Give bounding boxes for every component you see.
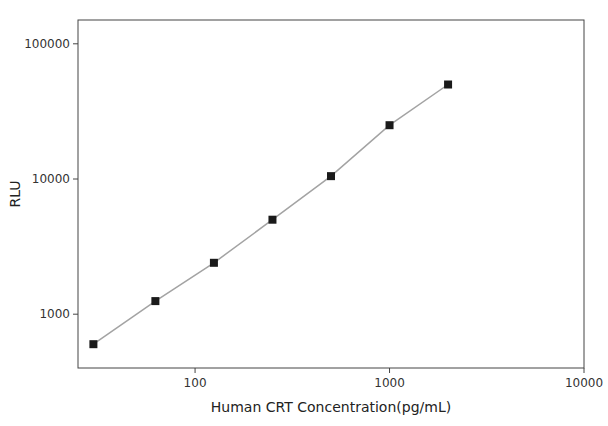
data-point bbox=[444, 81, 452, 89]
data-point bbox=[386, 121, 394, 129]
x-tick-label: 10000 bbox=[565, 376, 603, 390]
x-tick bbox=[584, 368, 585, 373]
y-axis-label: RLU bbox=[7, 180, 23, 207]
y-tick bbox=[73, 179, 78, 180]
data-point bbox=[151, 297, 159, 305]
data-point bbox=[327, 172, 335, 180]
data-group bbox=[89, 81, 452, 349]
x-axis-label: Human CRT Concentration(pg/mL) bbox=[211, 399, 451, 415]
data-point bbox=[210, 259, 218, 267]
chart-svg: 100 1000 10000 1000 10000 100000 Human CRT Con… bbox=[0, 0, 608, 426]
y-tick-label: 10000 bbox=[32, 172, 70, 186]
plot-frame bbox=[78, 20, 584, 368]
x-tick-label: 1000 bbox=[374, 376, 405, 390]
y-tick bbox=[73, 314, 78, 315]
x-tick-label: 100 bbox=[184, 376, 207, 390]
data-point bbox=[268, 216, 276, 224]
x-tick bbox=[195, 368, 196, 373]
data-line bbox=[93, 85, 448, 345]
chart-container: 100 1000 10000 1000 10000 100000 Human CRT Con… bbox=[0, 0, 608, 426]
y-tick bbox=[73, 43, 78, 44]
data-point bbox=[89, 340, 97, 348]
background bbox=[0, 0, 608, 426]
y-tick-label: 100000 bbox=[24, 37, 70, 51]
x-tick bbox=[389, 368, 390, 373]
y-tick-label: 1000 bbox=[39, 307, 70, 321]
axes: 100 1000 10000 1000 10000 100000 bbox=[24, 37, 603, 390]
